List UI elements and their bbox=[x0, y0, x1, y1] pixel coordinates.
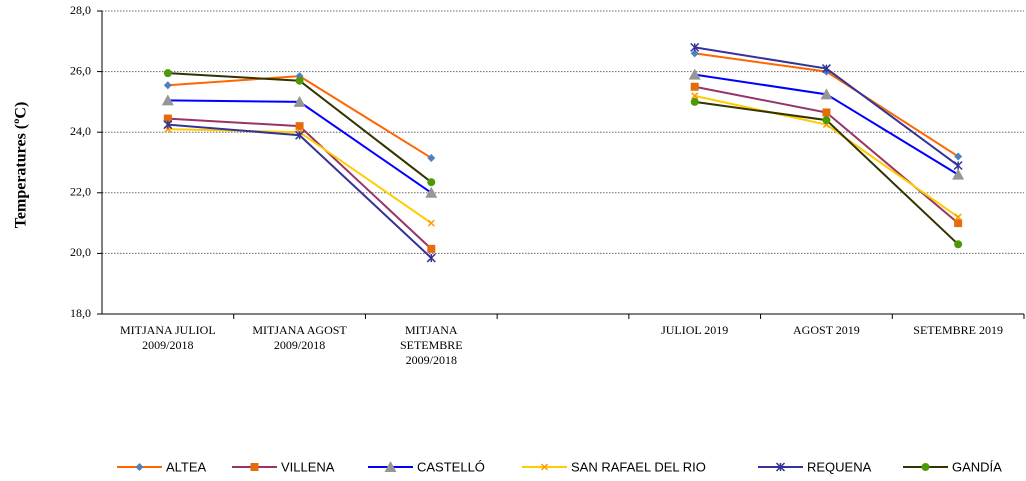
marker bbox=[426, 253, 436, 263]
marker bbox=[954, 219, 963, 228]
marker bbox=[295, 130, 305, 140]
y-tick-label: 28,0 bbox=[70, 3, 91, 17]
x-tick-label: SETEMBRE 2019 bbox=[913, 323, 1003, 337]
x-tick-label: MITJANA JULIOL 2009/2018 bbox=[120, 323, 216, 352]
marker bbox=[163, 120, 173, 130]
marker bbox=[163, 114, 172, 123]
marker bbox=[954, 240, 963, 249]
marker bbox=[690, 42, 700, 52]
marker bbox=[690, 49, 699, 58]
marker bbox=[163, 81, 172, 90]
marker bbox=[690, 97, 699, 106]
marker bbox=[163, 69, 172, 78]
marker bbox=[954, 213, 962, 221]
legend-marker bbox=[921, 463, 930, 471]
marker bbox=[293, 95, 306, 107]
marker bbox=[295, 76, 304, 85]
legend-marker bbox=[250, 463, 259, 471]
marker bbox=[295, 122, 304, 131]
marker bbox=[690, 82, 699, 91]
marker bbox=[427, 178, 436, 187]
marker bbox=[161, 94, 174, 106]
x-tick-label: AGOST 2019 bbox=[793, 323, 860, 337]
y-tick-label: 22,0 bbox=[70, 185, 91, 199]
series-line bbox=[167, 85, 959, 250]
y-tick-label: 18,0 bbox=[70, 306, 91, 320]
legend-label: ALTEA bbox=[166, 459, 207, 474]
marker bbox=[427, 219, 435, 227]
marker bbox=[427, 244, 436, 253]
legend-marker bbox=[135, 463, 144, 471]
legend-label: REQUENA bbox=[807, 459, 872, 474]
marker bbox=[820, 88, 833, 100]
y-tick-label: 20,0 bbox=[70, 245, 91, 259]
legend-label: SAN RAFAEL DEL RIO bbox=[571, 459, 706, 474]
marker bbox=[688, 68, 701, 80]
y-axis-label: Temperatures (ºC) bbox=[13, 102, 30, 229]
marker bbox=[821, 64, 831, 74]
y-tick-label: 26,0 bbox=[70, 63, 91, 77]
x-tick-label: MITJANA AGOST 2009/2018 bbox=[252, 323, 347, 352]
marker bbox=[822, 116, 831, 125]
series-line bbox=[167, 94, 959, 224]
legend-label: CASTELLÓ bbox=[417, 459, 485, 474]
marker bbox=[427, 153, 436, 162]
y-tick-label: 24,0 bbox=[70, 124, 91, 138]
legend-marker bbox=[775, 462, 786, 472]
marker bbox=[952, 168, 965, 180]
x-tick-label: JULIOL 2019 bbox=[661, 323, 729, 337]
legend-label: GANDÍA bbox=[952, 459, 1002, 474]
marker bbox=[953, 160, 963, 171]
marker bbox=[691, 92, 699, 100]
marker bbox=[425, 186, 438, 198]
x-tick-label: MITJANA SETEMBRE 2009/2018 bbox=[399, 323, 463, 367]
marker bbox=[822, 108, 831, 117]
marker bbox=[954, 152, 963, 161]
legend-label: VILLENA bbox=[281, 459, 335, 474]
legend-marker bbox=[540, 463, 549, 471]
series-line bbox=[167, 52, 959, 159]
legend-marker bbox=[384, 461, 397, 472]
series-line bbox=[167, 72, 959, 246]
